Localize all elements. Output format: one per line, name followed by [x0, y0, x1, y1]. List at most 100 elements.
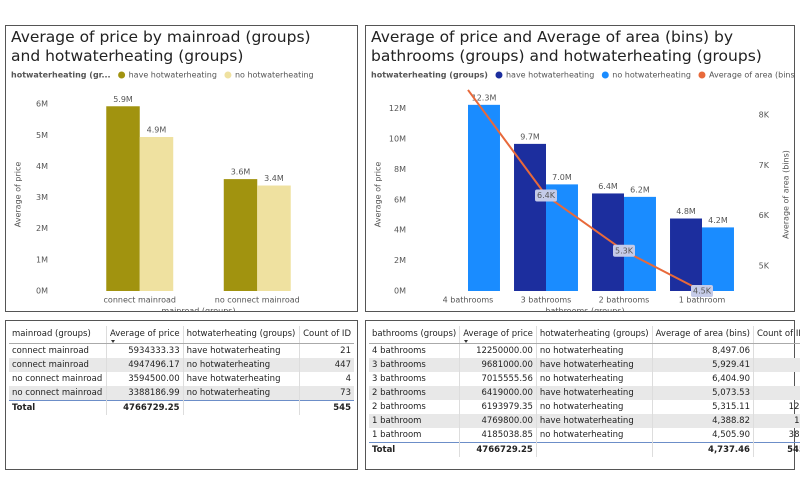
table-cell: 124 — [752, 400, 800, 414]
table-cell: no hotwaterheating — [182, 358, 300, 372]
table-panel: bathrooms (groups) Average of price hotwat… — [365, 320, 800, 470]
x-tick-label: connect mainroad — [104, 296, 176, 305]
table-cell: no hotwaterheating — [535, 400, 653, 414]
data-label-box: 5.3K — [613, 244, 635, 257]
data-label: 4.9M — [147, 125, 167, 134]
y-axis-label: Average of price — [374, 162, 383, 228]
data-label: 6.2M — [630, 185, 650, 194]
table-row: 4 bathrooms 12250000.00 no hotwaterheating… — [369, 343, 800, 358]
column-header: hotwaterheating (groups) — [182, 326, 300, 344]
table-cell: 4185038.85 — [459, 428, 537, 443]
table-cell: 6,404.90 — [651, 372, 754, 386]
total-cell: 545 — [298, 400, 354, 415]
table-cell: no hotwaterheating — [182, 386, 300, 401]
data-label: 3.4M — [264, 174, 284, 183]
total-cell: 4,737.46 — [651, 442, 754, 457]
table-cell: connect mainroad — [12, 346, 89, 356]
table-cell: have hotwaterheating — [535, 358, 653, 372]
table-cell: no hotwaterheating — [535, 372, 653, 386]
table: bathrooms (groups) Average of price hotwat… — [369, 326, 800, 457]
bar — [624, 196, 656, 291]
table-cell: 21 — [298, 343, 354, 358]
y-tick-label: 6M — [394, 195, 406, 204]
table-cell: 386 — [752, 428, 800, 443]
bar — [106, 106, 140, 291]
table-cell: 5,929.41 — [651, 358, 754, 372]
table-cell: 3 bathrooms — [372, 374, 426, 384]
bar — [257, 185, 291, 291]
y2-tick-label: 8K — [759, 111, 770, 120]
table-cell: 4 bathrooms — [372, 346, 426, 356]
table-cell: 9 — [752, 372, 800, 386]
x-tick-label: 4 bathrooms — [443, 296, 494, 305]
data-label: 5.9M — [113, 95, 133, 104]
header-row: mainroad (groups) Average of price hotwate… — [9, 326, 354, 344]
y-tick-label: 8M — [394, 165, 406, 174]
table-cell: 8,497.06 — [651, 343, 754, 358]
data-label: 12.3M — [472, 93, 497, 102]
data-label: 4.2M — [708, 216, 728, 225]
column-header: Average of price — [459, 326, 537, 344]
table-cell: 4,388.82 — [651, 414, 754, 428]
data-label: 7.0M — [552, 173, 572, 182]
y-axis-label: Average of price — [14, 162, 23, 228]
total-cell: Total — [9, 400, 107, 415]
total-cell — [182, 400, 300, 415]
table-cell: 6193979.35 — [459, 400, 537, 414]
y-tick-label: 2M — [394, 256, 406, 265]
column-header: bathrooms (groups) — [369, 326, 460, 344]
legend-marker — [118, 71, 126, 79]
bar — [139, 136, 174, 291]
chart-panel: Average of price and Average of area (bi… — [365, 25, 795, 312]
data-label: 4.8M — [676, 207, 696, 216]
y-tick-label: 4M — [394, 226, 406, 235]
legend-marker — [601, 71, 609, 79]
x-axis-label: bathrooms (groups) — [545, 307, 624, 312]
table-cell: 4947496.17 — [105, 358, 184, 372]
bar — [592, 193, 624, 291]
bar — [702, 227, 734, 291]
table-cell: 7015555.56 — [459, 372, 537, 386]
table-cell: 4 — [298, 372, 354, 386]
bar — [670, 218, 702, 291]
table-cell: 5,073.53 — [651, 386, 754, 400]
data-label-box: 4.5K — [691, 285, 713, 297]
header-row: bathrooms (groups) Average of price hotwat… — [369, 326, 800, 344]
table-cell: 4,505.90 — [651, 428, 754, 443]
table-cell: 1 bathroom — [372, 430, 422, 440]
table-row: no connect mainroad 3388186.99 no hotwater… — [9, 386, 354, 401]
line — [467, 89, 703, 292]
y-tick-label: 3M — [36, 193, 48, 202]
table-cell: 12250000.00 — [459, 343, 537, 358]
total-row: Total 4766729.25 545 — [9, 400, 354, 415]
total-cell: 545 — [752, 442, 800, 457]
column-header: hotwaterheating (groups) — [535, 326, 653, 344]
bar — [546, 184, 578, 291]
table-cell: 15 — [752, 414, 800, 428]
table-cell: no connect mainroad — [12, 374, 103, 384]
table-row: 3 bathrooms 7015555.56 no hotwaterheating 6… — [369, 372, 800, 386]
total-cell: Total — [369, 442, 460, 457]
legend-label: have hotwaterheating — [129, 71, 217, 80]
data-label: 3.6M — [231, 168, 251, 177]
label-background — [613, 244, 635, 257]
table-panel: mainroad (groups) Average of price hotwate… — [5, 320, 358, 470]
data-label: 4.5K — [693, 287, 712, 296]
table-cell: no hotwaterheating — [535, 343, 653, 358]
table-row: 2 bathrooms 6193979.35 no hotwaterheating 5… — [369, 400, 800, 414]
table-cell: 3 bathrooms — [369, 358, 460, 372]
table-cell: no hotwaterheating — [535, 428, 653, 443]
column-header: Count of ID — [752, 326, 800, 344]
table-cell: 5,315.11 — [651, 400, 754, 414]
chart-panel: Average of price by mainroad (groups) an… — [5, 25, 358, 312]
table-cell: 1 bathroom — [369, 414, 460, 428]
y-tick-label: 0M — [394, 287, 406, 296]
table-cell: 73 — [298, 386, 354, 401]
chart-title: Average of price by mainroad (groups) an… — [11, 28, 311, 65]
table-cell: 447 — [298, 358, 354, 372]
table-cell: 3594500.00 — [105, 372, 184, 386]
y-tick-label: 5M — [36, 131, 48, 140]
x-axis-label: mainroad (groups) — [161, 307, 235, 312]
table-row: 1 bathroom 4769800.00 have hotwaterheating… — [369, 414, 800, 428]
